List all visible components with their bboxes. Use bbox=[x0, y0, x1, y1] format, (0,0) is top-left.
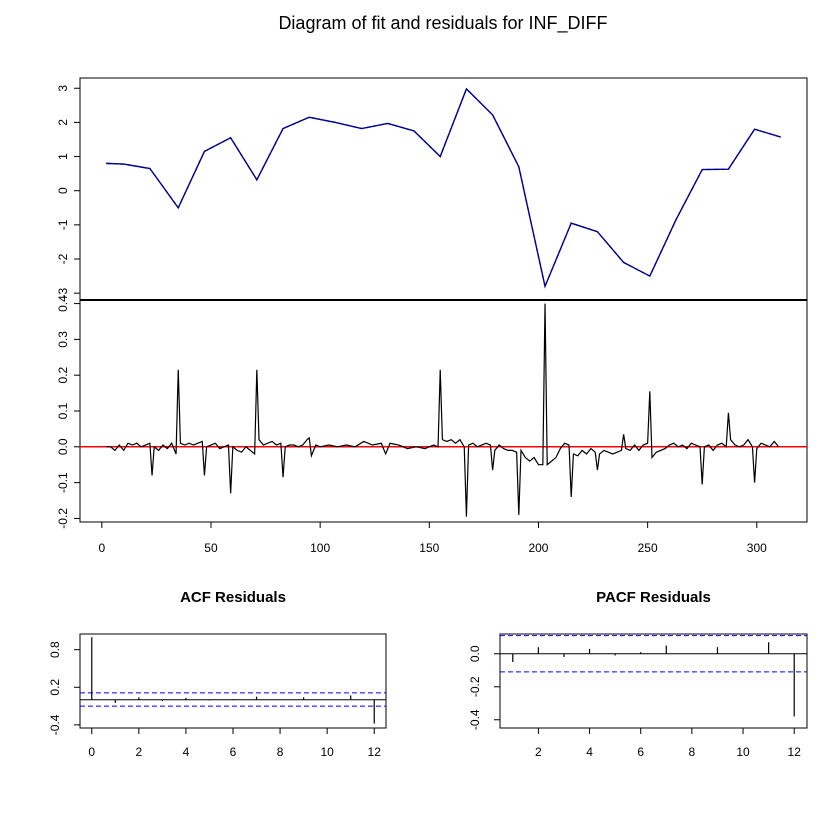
pacf-xtick-label: 10 bbox=[736, 745, 750, 759]
acf-xtick-label: 2 bbox=[136, 745, 143, 759]
fit-plot-frame bbox=[79, 77, 808, 301]
acf-panel: ACF Residuals -0.4 0.2 0.8 0 2 4 6 8 10 12 bbox=[48, 589, 387, 759]
actual-series-line bbox=[106, 87, 782, 289]
residual-xtick-label: 0 bbox=[98, 541, 105, 555]
acf-xtick-label: 4 bbox=[183, 745, 190, 759]
fit-panel: -3 -2 -1 0 1 2 3 bbox=[56, 77, 808, 301]
acf-ytick-label: 0.2 bbox=[48, 679, 62, 696]
residual-xtick-label: 150 bbox=[419, 541, 439, 555]
fit-ytick-label: 0 bbox=[56, 187, 70, 194]
acf-plot-frame bbox=[79, 633, 387, 729]
pacf-xtick-label: 12 bbox=[788, 745, 802, 759]
residual-xtick-label: 200 bbox=[528, 541, 548, 555]
residual-series-line bbox=[106, 303, 780, 517]
pacf-xtick-label: 4 bbox=[586, 745, 593, 759]
fit-ytick-label: -1 bbox=[56, 219, 70, 230]
pacf-ytick-label: 0.0 bbox=[468, 645, 482, 662]
residual-ytick-label: 0.4 bbox=[56, 295, 70, 312]
residual-xtick-label: 50 bbox=[204, 541, 218, 555]
acf-xtick-label: 10 bbox=[320, 745, 334, 759]
pacf-xtick-label: 2 bbox=[535, 745, 542, 759]
pacf-panel: PACF Residuals -0.4 -0.2 0.0 2 4 6 8 10 12 bbox=[468, 589, 808, 759]
pacf-title: PACF Residuals bbox=[596, 589, 711, 606]
residual-xtick-label: 300 bbox=[747, 541, 767, 555]
residual-ytick-label: 0.1 bbox=[56, 402, 70, 419]
fit-ytick-label: -3 bbox=[56, 288, 70, 299]
residual-ytick-label: 0.3 bbox=[56, 331, 70, 348]
residual-xtick-label: 100 bbox=[310, 541, 330, 555]
acf-xtick-label: 0 bbox=[88, 745, 95, 759]
acf-xtick-label: 12 bbox=[368, 745, 382, 759]
residual-ytick-label: 0.0 bbox=[56, 438, 70, 455]
acf-ytick-label: 0.8 bbox=[48, 641, 62, 658]
fitted-series-line bbox=[106, 87, 782, 289]
residuals-panel: -0.2 -0.1 0.0 0.1 0.2 0.3 0.4 0 50 100 150 200 250 30… bbox=[56, 295, 808, 555]
pacf-plot-frame bbox=[499, 633, 808, 729]
residual-plot-frame bbox=[79, 299, 808, 523]
residual-ytick-label: 0.2 bbox=[56, 367, 70, 384]
acf-ytick-label: -0.4 bbox=[48, 714, 62, 735]
acf-xtick-label: 8 bbox=[277, 745, 284, 759]
fit-ytick-label: -2 bbox=[56, 253, 70, 264]
residual-xtick-label: 250 bbox=[638, 541, 658, 555]
residual-ytick-label: -0.2 bbox=[56, 508, 70, 529]
fit-ytick-label: 2 bbox=[56, 119, 70, 126]
residual-ytick-label: -0.1 bbox=[56, 472, 70, 493]
pacf-ytick-label: -0.4 bbox=[468, 709, 482, 730]
chart-title: Diagram of fit and residuals for INF_DIF… bbox=[278, 13, 607, 34]
pacf-xtick-label: 6 bbox=[637, 745, 644, 759]
fit-ytick-label: 3 bbox=[56, 85, 70, 92]
pacf-ytick-label: -0.2 bbox=[468, 676, 482, 697]
acf-xtick-label: 6 bbox=[230, 745, 237, 759]
acf-title: ACF Residuals bbox=[180, 589, 286, 606]
pacf-xtick-label: 8 bbox=[689, 745, 696, 759]
fit-ytick-label: 1 bbox=[56, 153, 70, 160]
